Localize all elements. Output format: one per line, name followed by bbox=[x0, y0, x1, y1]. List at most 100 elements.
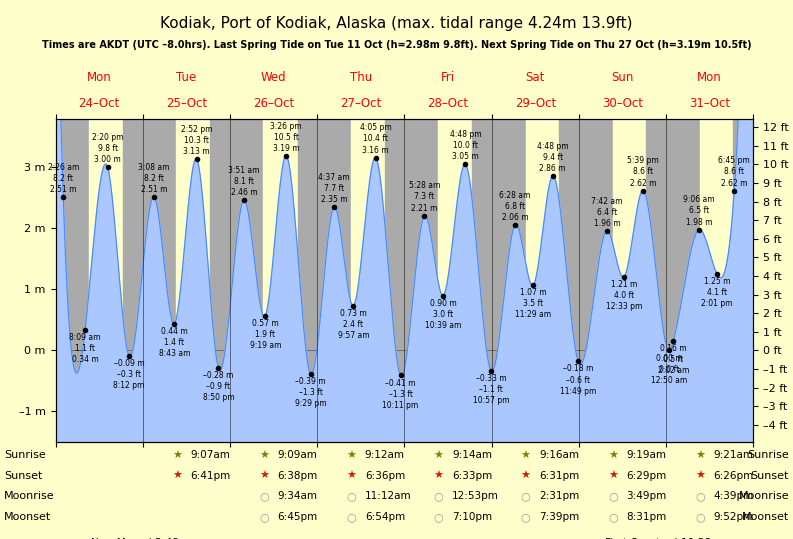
Text: 3:49pm: 3:49pm bbox=[626, 492, 667, 501]
Bar bbox=[297, 119, 351, 442]
Text: Moonrise: Moonrise bbox=[4, 492, 55, 501]
Text: 1.21 m
4.0 ft
12:33 pm: 1.21 m 4.0 ft 12:33 pm bbox=[606, 280, 642, 311]
Text: 9:06 am
6.5 ft
1.98 m: 9:06 am 6.5 ft 1.98 m bbox=[684, 195, 715, 226]
Bar bbox=[646, 119, 700, 442]
Text: 9:16am: 9:16am bbox=[539, 451, 579, 460]
Text: –0.28 m
–0.9 ft
8:50 pm: –0.28 m –0.9 ft 8:50 pm bbox=[203, 371, 234, 402]
Bar bbox=[559, 119, 613, 442]
Text: New Moon | 2:48am: New Moon | 2:48am bbox=[90, 537, 195, 539]
Text: 2:20 pm
9.8 ft
3.00 m: 2:20 pm 9.8 ft 3.00 m bbox=[92, 133, 124, 164]
Text: Sunset: Sunset bbox=[751, 471, 789, 481]
Bar bbox=[351, 119, 385, 442]
Text: –0.41 m
–1.3 ft
10:11 pm: –0.41 m –1.3 ft 10:11 pm bbox=[382, 378, 419, 410]
Text: 4:48 pm
10.0 ft
3.05 m: 4:48 pm 10.0 ft 3.05 m bbox=[450, 130, 481, 161]
Text: ★: ★ bbox=[608, 451, 618, 460]
Text: 7:10pm: 7:10pm bbox=[452, 512, 492, 522]
Text: Moonrise: Moonrise bbox=[738, 492, 789, 501]
Text: Fri: Fri bbox=[441, 71, 455, 84]
Text: 0.16 m
0.5 ft
2:02 am: 0.16 m 0.5 ft 2:02 am bbox=[658, 344, 689, 375]
Text: ★: ★ bbox=[608, 471, 618, 481]
Text: 0.00 m
0.0 ft
12:50 am: 0.00 m 0.0 ft 12:50 am bbox=[651, 354, 688, 385]
Text: ○: ○ bbox=[259, 492, 269, 501]
Text: ★: ★ bbox=[521, 451, 531, 460]
Text: ○: ○ bbox=[434, 512, 443, 522]
Text: 6:45pm: 6:45pm bbox=[278, 512, 318, 522]
Text: 6:28 am
6.8 ft
2.06 m: 6:28 am 6.8 ft 2.06 m bbox=[500, 190, 531, 222]
Text: ○: ○ bbox=[608, 492, 618, 501]
Text: 3:51 am
8.1 ft
2.46 m: 3:51 am 8.1 ft 2.46 m bbox=[228, 166, 260, 197]
Text: 6:54pm: 6:54pm bbox=[365, 512, 405, 522]
Text: Sunset: Sunset bbox=[4, 471, 42, 481]
Bar bbox=[438, 119, 472, 442]
Text: 6:29pm: 6:29pm bbox=[626, 471, 667, 481]
Text: 9:09am: 9:09am bbox=[278, 451, 317, 460]
Text: 28–Oct: 28–Oct bbox=[427, 97, 469, 110]
Text: Sunrise: Sunrise bbox=[747, 451, 789, 460]
Text: ○: ○ bbox=[695, 512, 705, 522]
Bar bbox=[263, 119, 297, 442]
Bar bbox=[613, 119, 646, 442]
Text: 8:31pm: 8:31pm bbox=[626, 512, 667, 522]
Text: 9:14am: 9:14am bbox=[452, 451, 492, 460]
Text: 7:39pm: 7:39pm bbox=[539, 512, 580, 522]
Text: Sun: Sun bbox=[611, 71, 634, 84]
Text: 6:41pm: 6:41pm bbox=[190, 471, 231, 481]
Text: 30–Oct: 30–Oct bbox=[602, 97, 643, 110]
Text: 2:31pm: 2:31pm bbox=[539, 492, 580, 501]
Text: ★: ★ bbox=[695, 471, 705, 481]
Text: ○: ○ bbox=[347, 512, 356, 522]
Text: –0.18 m
–0.6 ft
11:49 pm: –0.18 m –0.6 ft 11:49 pm bbox=[560, 364, 596, 396]
Text: 8:09 am
1.1 ft
0.34 m: 8:09 am 1.1 ft 0.34 m bbox=[69, 333, 101, 364]
Text: 1.25 m
4.1 ft
2:01 pm: 1.25 m 4.1 ft 2:01 pm bbox=[701, 277, 733, 308]
Text: 4:39pm: 4:39pm bbox=[714, 492, 754, 501]
Bar bbox=[526, 119, 559, 442]
Text: Moonset: Moonset bbox=[741, 512, 789, 522]
Text: 26–Oct: 26–Oct bbox=[253, 97, 294, 110]
Bar bbox=[89, 119, 124, 442]
Text: 4:48 pm
9.4 ft
2.86 m: 4:48 pm 9.4 ft 2.86 m bbox=[537, 142, 569, 173]
Text: 3:08 am
8.2 ft
2.51 m: 3:08 am 8.2 ft 2.51 m bbox=[138, 163, 170, 194]
Text: 4:37 am
7.7 ft
2.35 m: 4:37 am 7.7 ft 2.35 m bbox=[318, 173, 350, 204]
Text: 2:26 am
8.2 ft
2.51 m: 2:26 am 8.2 ft 2.51 m bbox=[48, 163, 79, 194]
Text: –0.39 m
–1.3 ft
9:29 pm: –0.39 m –1.3 ft 9:29 pm bbox=[295, 377, 327, 409]
Text: ○: ○ bbox=[521, 492, 531, 501]
Text: 0.90 m
3.0 ft
10:39 am: 0.90 m 3.0 ft 10:39 am bbox=[425, 299, 462, 330]
Text: 1.07 m
3.5 ft
11:29 am: 1.07 m 3.5 ft 11:29 am bbox=[515, 288, 551, 320]
Text: 6:31pm: 6:31pm bbox=[539, 471, 580, 481]
Text: ★: ★ bbox=[259, 471, 269, 481]
Text: 3:26 pm
10.5 ft
3.19 m: 3:26 pm 10.5 ft 3.19 m bbox=[270, 122, 302, 153]
Text: Sunrise: Sunrise bbox=[4, 451, 46, 460]
Text: Mon: Mon bbox=[697, 71, 722, 84]
Text: Wed: Wed bbox=[261, 71, 286, 84]
Text: 29–Oct: 29–Oct bbox=[515, 97, 556, 110]
Text: Times are AKDT (UTC –8.0hrs). Last Spring Tide on Tue 11 Oct (h=2.98m 9.8ft). Ne: Times are AKDT (UTC –8.0hrs). Last Sprin… bbox=[42, 40, 751, 51]
Text: 9:07am: 9:07am bbox=[190, 451, 230, 460]
Text: 24–Oct: 24–Oct bbox=[79, 97, 120, 110]
Text: 5:39 pm
8.6 ft
2.62 m: 5:39 pm 8.6 ft 2.62 m bbox=[627, 156, 659, 188]
Text: ★: ★ bbox=[347, 471, 356, 481]
Bar bbox=[124, 119, 176, 442]
Text: ○: ○ bbox=[608, 512, 618, 522]
Text: ★: ★ bbox=[434, 471, 443, 481]
Text: 9:12am: 9:12am bbox=[365, 451, 404, 460]
Text: ★: ★ bbox=[521, 471, 531, 481]
Text: Mon: Mon bbox=[86, 71, 112, 84]
Text: 12:53pm: 12:53pm bbox=[452, 492, 499, 501]
Text: ★: ★ bbox=[347, 451, 356, 460]
Text: 6:33pm: 6:33pm bbox=[452, 471, 492, 481]
Text: First Quarter | 10:38pm: First Quarter | 10:38pm bbox=[605, 537, 727, 539]
Text: 6:36pm: 6:36pm bbox=[365, 471, 405, 481]
Bar bbox=[700, 119, 733, 442]
Text: –0.09 m
–0.3 ft
8:12 pm: –0.09 m –0.3 ft 8:12 pm bbox=[113, 359, 144, 390]
Bar bbox=[210, 119, 263, 442]
Text: Kodiak, Port of Kodiak, Alaska (max. tidal range 4.24m 13.9ft): Kodiak, Port of Kodiak, Alaska (max. tid… bbox=[160, 16, 633, 31]
Text: 9:19am: 9:19am bbox=[626, 451, 666, 460]
Text: 27–Oct: 27–Oct bbox=[340, 97, 381, 110]
Bar bbox=[385, 119, 438, 442]
Text: –0.33 m
–1.1 ft
10:57 pm: –0.33 m –1.1 ft 10:57 pm bbox=[473, 374, 509, 405]
Text: 0.73 m
2.4 ft
9:57 am: 0.73 m 2.4 ft 9:57 am bbox=[338, 309, 370, 340]
Text: Sat: Sat bbox=[526, 71, 545, 84]
Bar bbox=[472, 119, 526, 442]
Text: 6:26pm: 6:26pm bbox=[714, 471, 754, 481]
Bar bbox=[56, 119, 89, 442]
